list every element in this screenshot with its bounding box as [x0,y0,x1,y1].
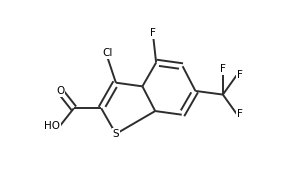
Text: HO: HO [44,121,60,131]
Text: S: S [113,129,119,139]
Text: F: F [237,109,243,119]
Text: F: F [220,64,226,74]
Text: F: F [237,70,243,80]
Text: O: O [56,86,64,96]
Text: F: F [150,28,156,38]
Text: Cl: Cl [103,48,113,58]
